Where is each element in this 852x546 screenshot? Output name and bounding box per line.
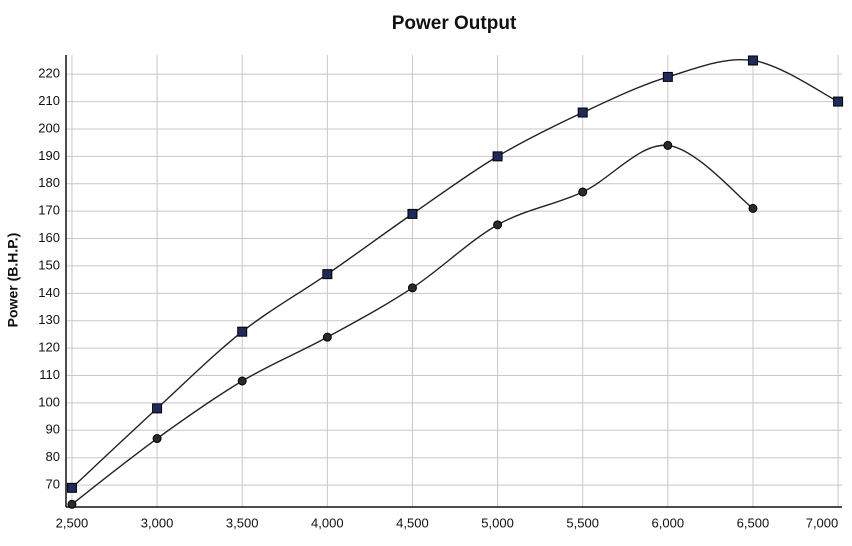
point — [492, 151, 503, 162]
y-tick-label: 80 — [46, 449, 60, 464]
point — [663, 140, 673, 150]
point — [152, 403, 163, 414]
y-tick-label: 90 — [46, 422, 60, 437]
y-tick-label: 200 — [38, 120, 60, 135]
x-tick-label: 6,000 — [652, 515, 685, 530]
y-tick-label: 70 — [46, 477, 60, 492]
point — [833, 96, 844, 107]
chart-title: Power Output — [392, 13, 517, 34]
y-tick-label: 210 — [38, 93, 60, 108]
point — [237, 326, 248, 337]
y-tick-label: 220 — [38, 66, 60, 81]
point — [662, 71, 673, 82]
x-tick-label: 6,500 — [737, 515, 770, 530]
y-axis-label: Power (B.H.P.) — [5, 233, 21, 328]
x-tick-label: 4,500 — [396, 515, 429, 530]
y-tick-label: 150 — [38, 257, 60, 272]
point — [237, 376, 247, 386]
point — [66, 482, 77, 493]
point — [407, 283, 417, 293]
x-tick-label: 2,500 — [56, 515, 89, 530]
y-tick-label: 140 — [38, 285, 60, 300]
x-tick-label: 4,000 — [311, 515, 344, 530]
y-tick-label: 170 — [38, 203, 60, 218]
point — [493, 220, 503, 230]
point — [407, 208, 418, 219]
series-line — [71, 59, 839, 489]
y-tick-label: 130 — [38, 312, 60, 327]
x-tick-label: 5,500 — [566, 515, 599, 530]
point — [577, 107, 588, 118]
point — [748, 203, 758, 213]
y-tick-label: 160 — [38, 230, 60, 245]
y-tick-label: 190 — [38, 148, 60, 163]
y-tick-label: 110 — [39, 367, 60, 382]
point — [578, 187, 588, 197]
x-tick-label: 7,000 — [806, 515, 839, 530]
point — [322, 269, 333, 280]
x-tick-label: 3,000 — [141, 515, 174, 530]
y-tick-label: 100 — [38, 394, 60, 409]
x-tick-label: 3,500 — [226, 515, 259, 530]
x-tick-label: 5,000 — [481, 515, 514, 530]
point — [322, 332, 332, 342]
point — [67, 499, 77, 509]
point — [152, 434, 162, 444]
point — [747, 55, 758, 66]
y-tick-label: 180 — [38, 175, 60, 190]
y-tick-label: 120 — [38, 340, 60, 355]
